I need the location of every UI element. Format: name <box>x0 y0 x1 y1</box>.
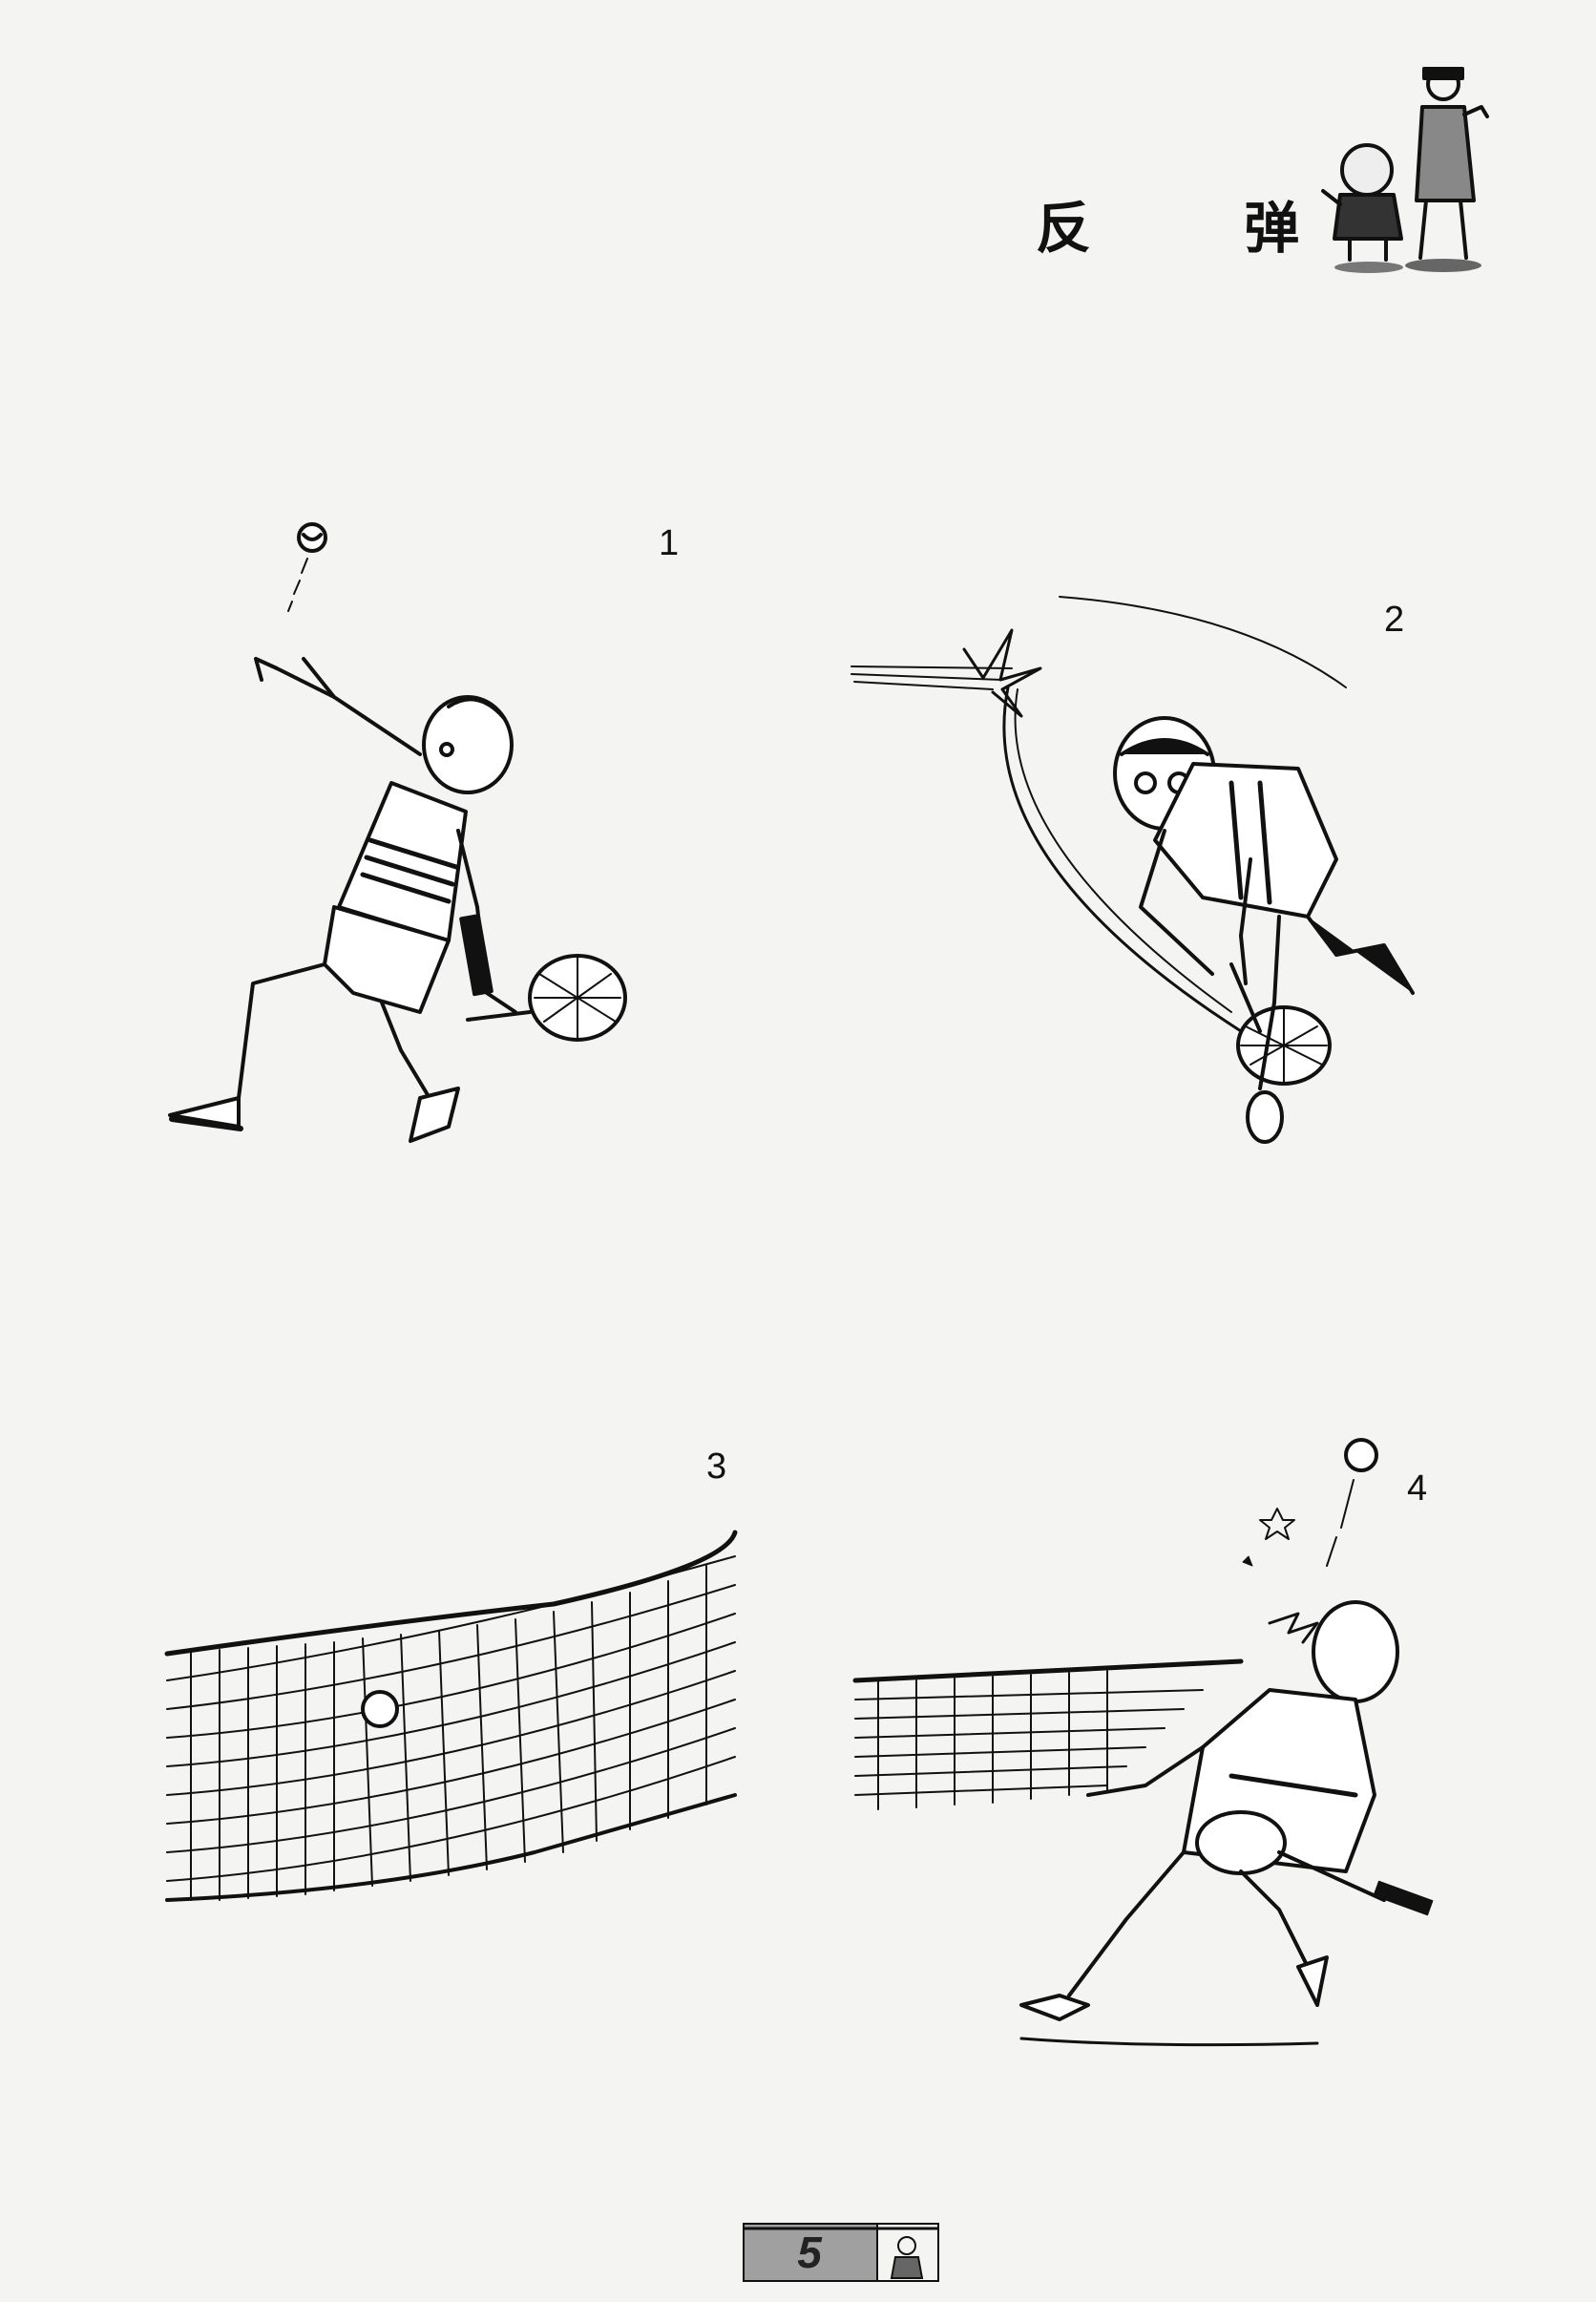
footer-character-icon <box>890 2236 924 2279</box>
page-title: 反 弹 <box>1036 196 1367 261</box>
panel-4-number: 4 <box>1407 1468 1428 1509</box>
page-number: 5 <box>797 2228 822 2277</box>
page-number-box <box>743 2223 939 2282</box>
panel-1-number: 1 <box>659 523 680 563</box>
panel-2-number: 2 <box>1384 600 1405 640</box>
panel-3-number: 3 <box>706 1447 727 1487</box>
